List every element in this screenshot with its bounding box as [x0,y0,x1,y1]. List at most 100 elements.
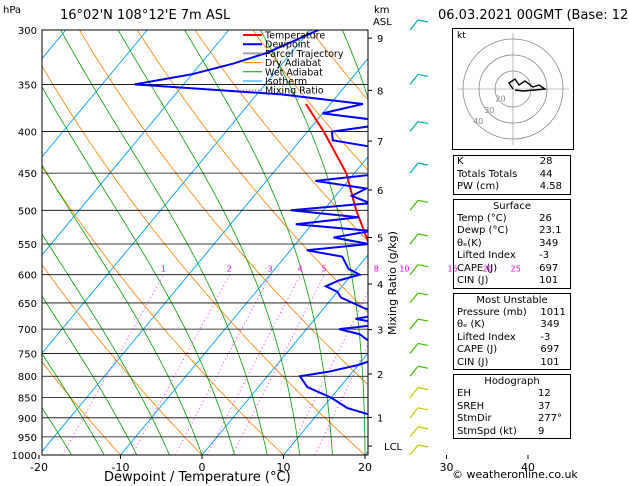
surface-label: Temp (°C) [457,212,507,224]
surface-row: Temp (°C) 26 [454,213,572,226]
series-line-temperature [305,103,368,245]
x-tick-label: -10 [112,461,130,474]
pressure-tick-label: 900 [18,414,37,425]
dry-adiabat-line [194,30,368,242]
most-unstable-label: Lifted Index [457,331,516,343]
most-unstable-value: 697 [540,344,560,355]
surface-value: 101 [539,275,559,286]
mixing-ratio-line [287,291,368,455]
x-tick-label: 30 [440,461,454,474]
isotherm-line [120,156,368,455]
pressure-tick-label: 700 [18,325,37,336]
wind-barb-staff [409,233,419,245]
isotherm-line [42,30,311,354]
isotherm-line [42,30,148,158]
surface-label: Dewp (°C) [457,225,509,236]
legend-entry: Dewpoint [265,40,310,51]
x-tick-label: 40 [521,461,535,474]
most-unstable-value: 101 [540,356,560,368]
hodograph-table: EH 12 SREH 37 StmDir 277° StmSpd (kt) 9 [454,388,572,438]
index-label: K [457,156,464,167]
index-value: 4.58 [539,181,562,192]
wind-barb-flag [417,120,429,125]
x-tick-label: 10 [277,461,291,474]
hodograph-ring-label: 30 [484,106,494,115]
isotherm-line [283,352,368,455]
dry-adiabat-line [42,361,121,455]
hodograph-value: 277° [537,413,563,424]
surface-row: Dewp (°C) 23.1 [454,225,572,238]
hodograph-title: Hodograph [484,376,540,387]
profile-series [134,30,368,416]
wind-barb-staff [409,444,419,456]
x-tick-label: 20 [358,461,372,474]
mixing-ratio-axis-label: Mixing Ratio (g/kg) [386,231,399,335]
pressure-tick-label: 500 [18,206,37,217]
pressure-tick-label: 350 [18,80,37,91]
km-tick-label: 4 [377,280,383,291]
index-value: 44 [539,168,553,180]
indices-panel: K 28 Totals Totals 44 PW (cm) 4.58 Surface Te… [453,155,571,443]
hodograph-row: SREH 37 [454,401,572,414]
hodograph-ring-label: 20 [495,95,505,104]
hodograph-label: StmDir [457,413,492,424]
wind-barb-staff [409,365,419,377]
most-unstable-title: Most Unstable [476,294,548,306]
pressure-tick-label: 650 [18,299,37,310]
mixing-ratio-label: 5 [322,265,327,274]
most-unstable-value: -3 [540,331,551,343]
lcl-label: LCL [384,442,403,453]
km-tick-label: 5 [377,233,383,244]
wind-barb-flag [417,199,429,203]
pressure-tick-label: 800 [18,372,37,383]
x-tick-label: -20 [30,461,48,474]
asl-label: ASL [373,17,392,28]
hodograph: 20 30 40 kt [452,28,574,150]
pressure-tick-label: 750 [18,349,37,360]
wind-barb-flag [417,444,429,448]
legend-entry: Isotherm [265,77,307,88]
mixing-ratio-line [62,274,165,455]
isotherm-line [610,30,629,455]
index-row: Totals Totals 44 [454,169,572,182]
km-tick-label: 8 [377,86,383,97]
pressure-tick-label: 950 [18,433,37,444]
mixing-ratio-label: 4 [298,265,303,274]
most-unstable-box: Most Unstable Pressure (mb) 1011 θₑ (K) 349… [453,292,572,370]
wind-barb-flag [417,233,429,237]
hodograph-label: EH [457,388,471,399]
km-tick-label: 2 [377,370,383,381]
surface-value: -3 [539,250,550,261]
legend-entry: Wet Adiabat [265,67,323,78]
km-tick-label: 7 [377,137,383,148]
wet-adiabat-line [42,352,105,455]
mixing-ratio-line [206,274,301,455]
most-unstable-row: CIN (J) 101 [454,357,572,370]
dry-adiabat-line [252,30,368,171]
pressure-tick-label: 400 [18,128,37,139]
pressure-tick-label: 300 [18,26,37,37]
surface-value: 349 [539,237,559,249]
general-indices-table: K 28 Totals Totals 44 PW (cm) 4.58 [454,156,572,194]
km-tick-label: 3 [377,326,383,337]
wind-barb-flag [417,318,429,322]
mixing-ratio-label: 2 [227,265,232,274]
wind-barb-flag [417,264,429,268]
surface-label: Lifted Index [457,250,516,261]
wind-barbs [409,19,429,456]
pressure-tick-label: 600 [18,271,37,282]
x-axis-label: Dewpoint / Temperature (°C) [104,470,291,485]
wind-barb-flag [417,73,429,78]
hodograph-unit-label: kt [457,31,466,41]
legend-entry: Parcel Trajectory [265,49,344,60]
wind-barb-staff [409,121,419,132]
wind-barb-staff [409,426,419,438]
isotherm-line [42,57,368,453]
hodograph-label: StmSpd (kt) [457,425,517,437]
legend-entry: Temperature [264,31,325,42]
km-label: km [374,5,390,16]
most-unstable-value: 349 [540,319,560,330]
km-tick-label: 6 [377,186,383,197]
wind-barb-flag [417,365,429,369]
